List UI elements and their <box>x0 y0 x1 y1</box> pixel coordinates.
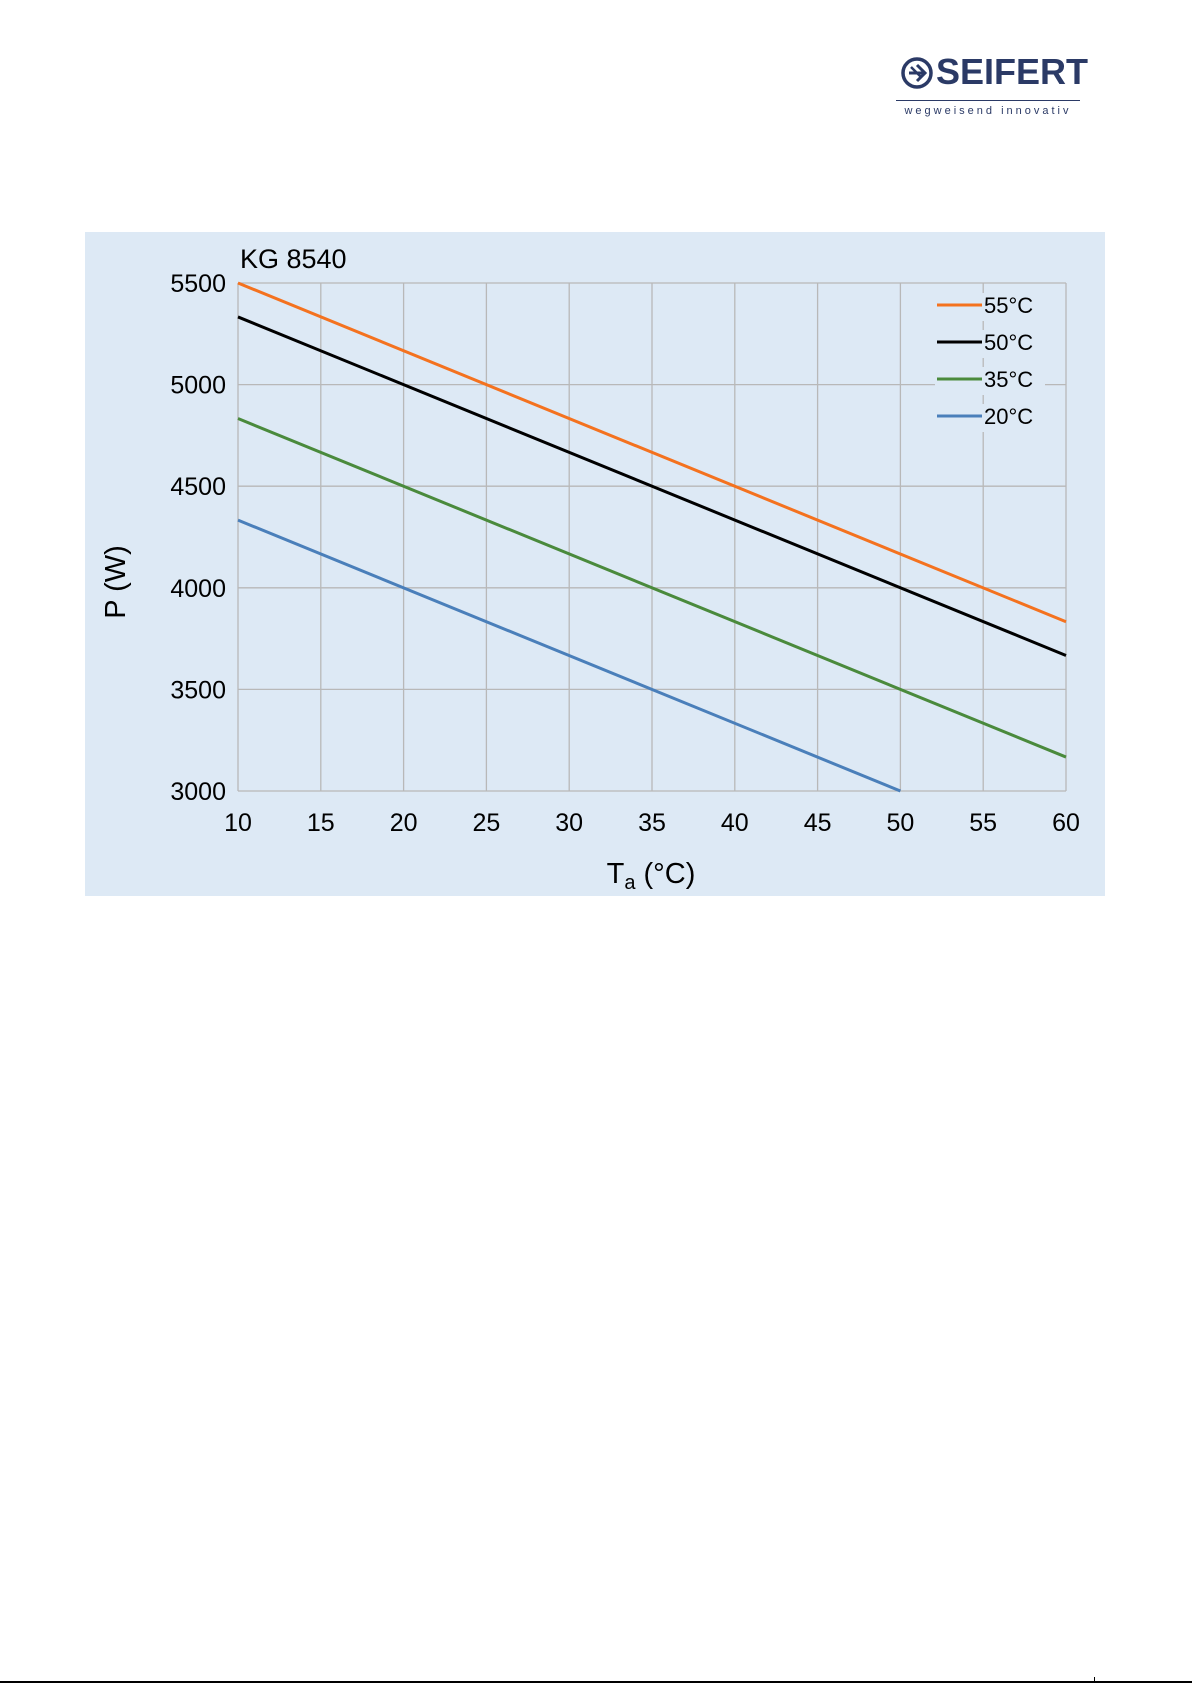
legend-label: 20°C <box>984 404 1033 429</box>
page-bottom-tick <box>1094 1677 1095 1683</box>
chart-series-lines <box>237 281 1067 793</box>
series-line <box>237 281 1067 624</box>
seifert-logo: SEIFERT wegweisend innovativ <box>896 52 1088 122</box>
x-tick-label: 50 <box>886 809 914 837</box>
y-tick-label: 3500 <box>170 676 226 704</box>
legend-entry-bg <box>935 293 1045 321</box>
seifert-logo-mark-icon <box>901 57 933 89</box>
logo-rule <box>896 100 1080 101</box>
x-tick-label: 20 <box>390 809 418 837</box>
chart-title: KG 8540 <box>240 244 347 274</box>
legend-entry-bg <box>935 404 1045 432</box>
x-tick-label: 30 <box>555 809 583 837</box>
x-tick-label: 35 <box>638 809 666 837</box>
chart-ticks: 10 15 20 25 30 35 40 45 50 55 60 3000 3500 4000 4500 50… <box>170 270 1080 837</box>
chart-grid <box>237 282 1067 792</box>
legend-entry-bg <box>935 367 1045 395</box>
series-line <box>237 518 901 793</box>
logo-brand-text: SEIFERT <box>936 51 1089 92</box>
y-tick-label: 5500 <box>170 270 226 298</box>
legend-label: 35°C <box>984 367 1033 392</box>
x-tick-label: 15 <box>307 809 335 837</box>
y-tick-label: 4000 <box>170 575 226 603</box>
x-tick-label: 45 <box>804 809 832 837</box>
series-line <box>237 417 1067 759</box>
x-tick-label: 25 <box>472 809 500 837</box>
x-axis-label-subscript: a <box>624 872 636 894</box>
x-tick-label: 40 <box>721 809 749 837</box>
series-line <box>237 315 1067 657</box>
legend-entry-bg <box>935 330 1045 358</box>
y-tick-label: 5000 <box>170 372 226 400</box>
x-tick-label: 10 <box>224 809 252 837</box>
logo-tagline: wegweisend innovativ <box>904 105 1072 117</box>
x-tick-label: 55 <box>969 809 997 837</box>
y-tick-label: 3000 <box>170 778 226 806</box>
power-chart: 10 15 20 25 30 35 40 45 50 55 60 3000 3500 4000 4500 50… <box>85 232 1105 896</box>
page-bottom-rule <box>0 1681 1192 1683</box>
legend-label: 50°C <box>984 330 1033 355</box>
x-tick-label: 60 <box>1052 809 1080 837</box>
chart-svg: 10 15 20 25 30 35 40 45 50 55 60 3000 3500 4000 4500 50… <box>100 244 1080 894</box>
legend-label: 55°C <box>984 293 1033 318</box>
x-axis-label-main: T <box>607 858 625 890</box>
y-tick-label: 4500 <box>170 473 226 501</box>
x-axis-label: Ta (°C) <box>607 858 696 894</box>
y-axis-label: P (W) <box>100 545 132 619</box>
x-axis-label-unit: (°C) <box>635 858 695 890</box>
chart-legend: 55°C 50°C 35°C 20°C <box>935 293 1045 432</box>
